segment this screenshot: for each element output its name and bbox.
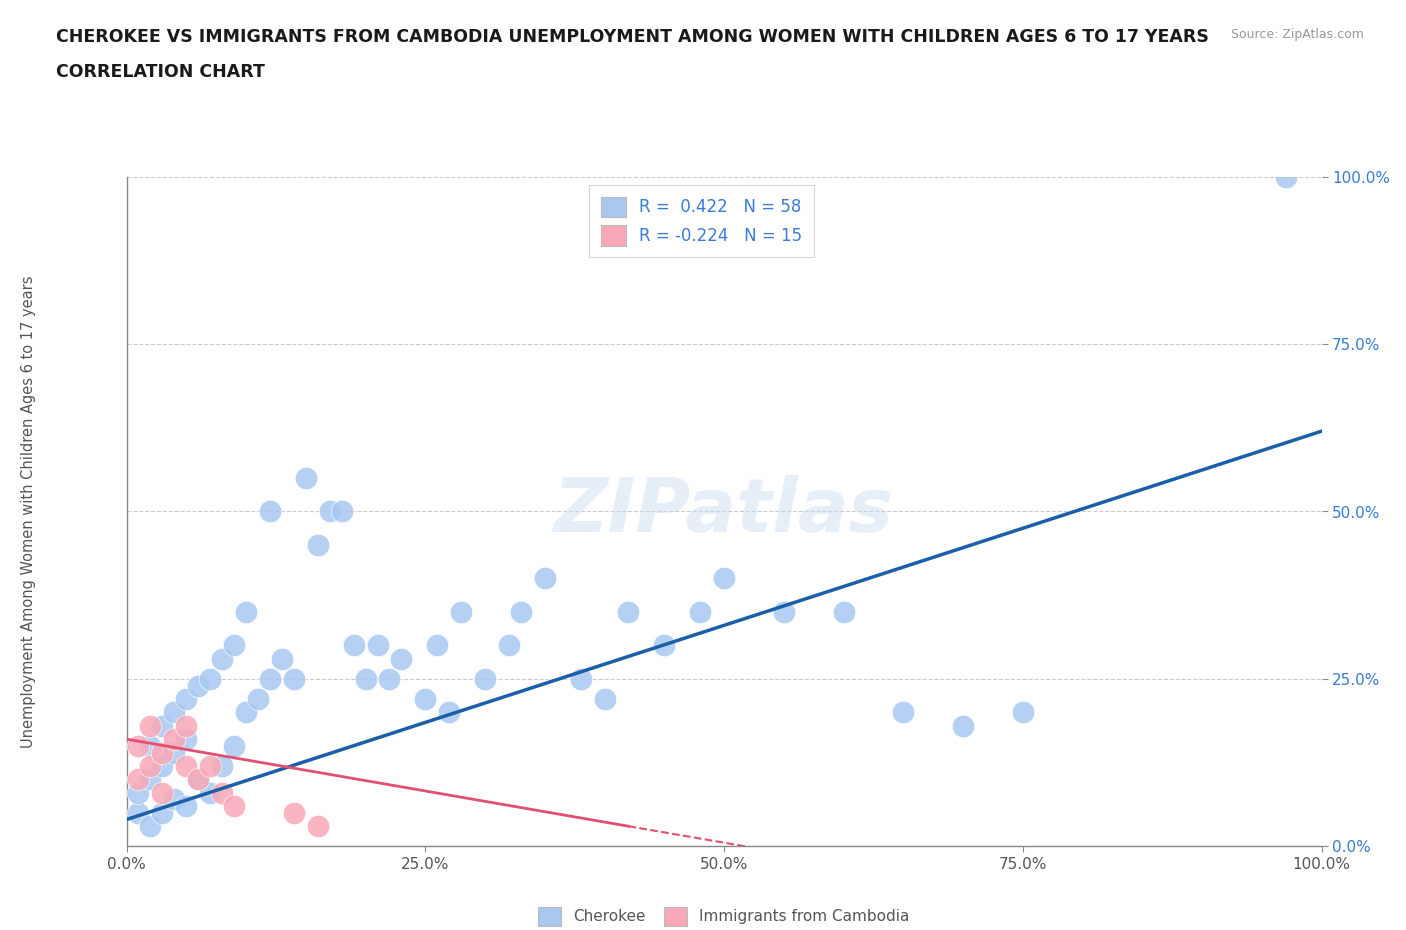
Point (235, 604, 257, 619)
Point (200, 759, 222, 774)
Text: Unemployment Among Women with Children Ages 6 to 17 years: Unemployment Among Women with Children A… (21, 275, 35, 748)
Point (366, 638, 388, 653)
Point (163, 705, 186, 720)
Point (163, 732, 186, 747)
Point (474, 671, 496, 686)
Point (211, 651, 233, 666)
Point (174, 692, 197, 707)
Point (211, 759, 233, 774)
Point (163, 745, 186, 760)
Point (1011, 705, 1033, 720)
Point (593, 692, 616, 707)
Point (187, 772, 209, 787)
Point (150, 805, 174, 820)
Point (150, 759, 174, 774)
Text: Source: ZipAtlas.com: Source: ZipAtlas.com (1230, 28, 1364, 41)
Point (139, 738, 162, 753)
Point (283, 805, 305, 820)
Point (378, 671, 401, 686)
Point (498, 638, 520, 653)
Point (139, 818, 162, 833)
Point (247, 692, 270, 707)
Point (617, 604, 640, 619)
Point (952, 718, 974, 733)
Point (569, 671, 592, 686)
Point (391, 651, 413, 666)
Point (127, 785, 149, 800)
Point (533, 571, 555, 586)
Point (222, 799, 246, 814)
Point (318, 504, 342, 519)
Point (163, 792, 186, 807)
Point (174, 718, 197, 733)
Point (354, 671, 377, 686)
Point (211, 785, 233, 800)
Point (139, 718, 162, 733)
Point (1274, 169, 1296, 184)
Point (773, 604, 796, 619)
Point (307, 818, 329, 833)
Point (343, 638, 366, 653)
Point (222, 638, 246, 653)
Point (689, 604, 711, 619)
Point (235, 705, 257, 720)
Point (270, 651, 294, 666)
Point (509, 604, 531, 619)
Point (127, 772, 149, 787)
Point (150, 785, 174, 800)
Point (174, 732, 197, 747)
Point (150, 718, 174, 733)
Point (174, 799, 197, 814)
Point (283, 671, 305, 686)
Point (413, 692, 436, 707)
Legend: Cherokee, Immigrants from Cambodia: Cherokee, Immigrants from Cambodia (533, 901, 915, 930)
Point (222, 738, 246, 753)
Point (174, 759, 197, 774)
Point (150, 745, 174, 760)
Point (713, 571, 735, 586)
Text: CHEROKEE VS IMMIGRANTS FROM CAMBODIA UNEMPLOYMENT AMONG WOMEN WITH CHILDREN AGES: CHEROKEE VS IMMIGRANTS FROM CAMBODIA UNE… (56, 28, 1209, 46)
Point (652, 638, 675, 653)
Point (439, 705, 461, 720)
Point (330, 504, 353, 519)
Point (139, 772, 162, 787)
Point (127, 805, 149, 820)
Point (832, 604, 855, 619)
Point (294, 471, 316, 485)
Point (200, 671, 222, 686)
Point (187, 678, 209, 693)
Point (200, 785, 222, 800)
Point (259, 671, 281, 686)
Text: ZIPatlas: ZIPatlas (554, 475, 894, 548)
Point (127, 738, 149, 753)
Point (426, 638, 449, 653)
Point (891, 705, 914, 720)
Point (450, 604, 472, 619)
Point (139, 759, 162, 774)
Text: CORRELATION CHART: CORRELATION CHART (56, 63, 266, 81)
Point (259, 504, 281, 519)
Point (307, 538, 329, 552)
Point (187, 772, 209, 787)
